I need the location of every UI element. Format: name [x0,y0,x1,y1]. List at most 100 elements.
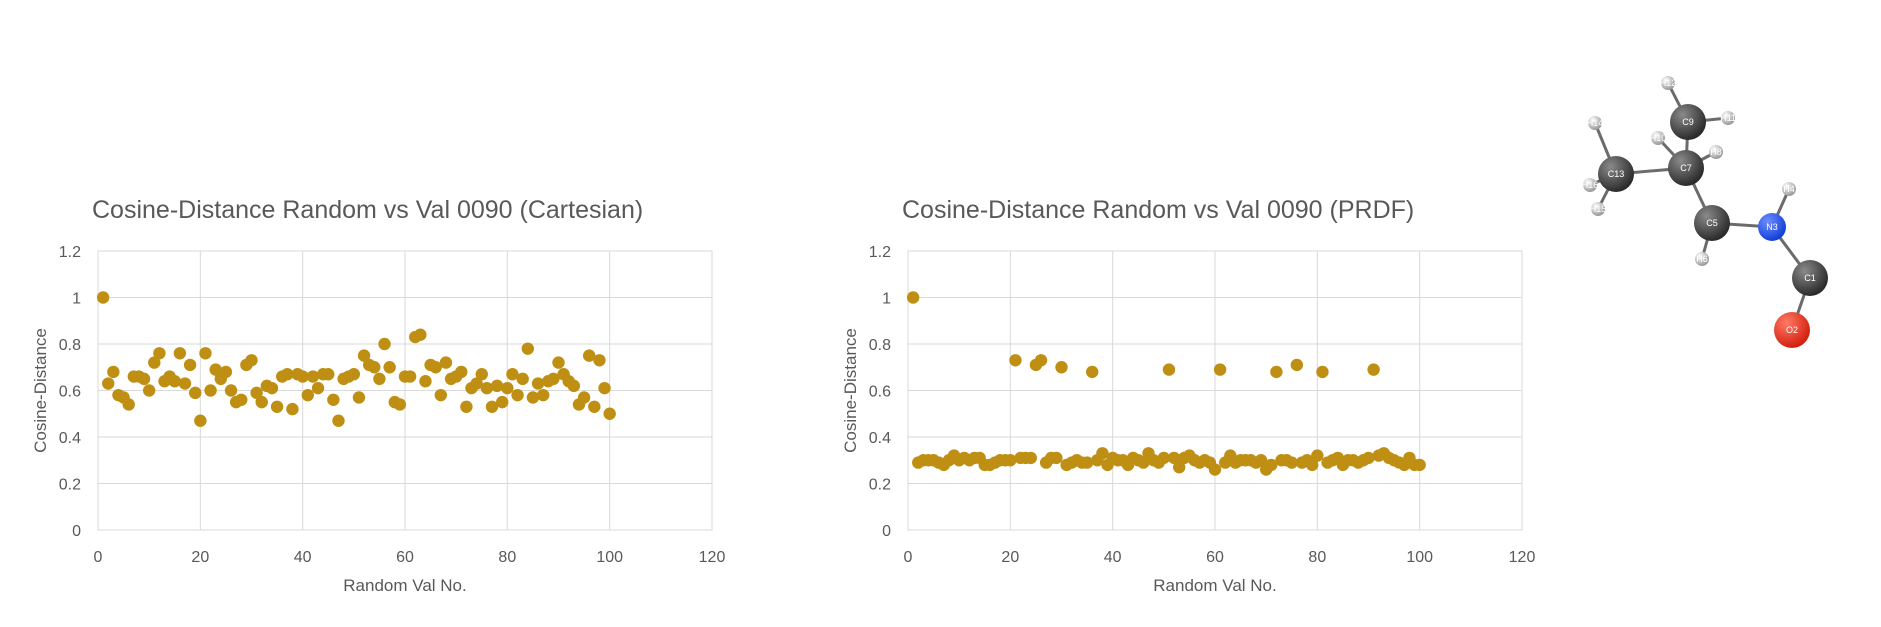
data-point [189,386,202,400]
atom-c5 [1694,205,1730,241]
atom-label: C1 [1804,273,1816,283]
y-tick-label: 1 [882,291,891,308]
data-point [352,391,366,404]
atom-c7 [1668,150,1704,186]
data-point [906,291,920,304]
data-point [511,388,524,402]
data-point [1316,365,1329,379]
atom-label: H12 [1660,78,1677,88]
y-tick-label: 0.4 [59,430,81,447]
molecule-svg: C13 C7 C9 C5 N3 C1 O2 H14 H16 H15 H12 H11 H10 H8 H6 H4 [1582,76,1828,348]
data-point [347,368,361,381]
x-tick-label: 40 [294,549,312,566]
atom-h15 [1591,202,1605,216]
data-point [327,393,340,406]
atom-label: O2 [1786,325,1798,335]
data-point [1004,454,1017,467]
x-tick-label: 60 [1206,549,1224,566]
atom-o2 [1774,312,1810,348]
atom-h6 [1695,252,1709,266]
data-point [1137,456,1150,469]
data-point [414,328,427,341]
data-point [204,384,217,397]
atom-h10 [1651,131,1665,145]
data-point [521,342,534,355]
data-point [419,375,432,388]
x-tick-label: 100 [1406,549,1433,566]
data-point [552,356,565,369]
data-point [153,347,166,360]
plot-area [907,250,1523,531]
data-point [219,365,233,379]
data-point [245,354,258,367]
data-point [460,400,473,413]
data-point [286,402,299,416]
data-point [1413,458,1426,472]
atom-c9 [1670,104,1706,140]
data-point [496,395,509,409]
data-point [168,375,181,388]
data-point [536,388,550,402]
y-axis-label: Cosine-Distance [31,328,50,453]
atom-label: H6 [1696,254,1708,264]
data-point [209,363,222,376]
data-point [1096,447,1109,460]
data-point [1162,363,1176,376]
y-tick-label: 0.2 [59,477,81,494]
data-point [142,384,156,397]
atom-label: C13 [1608,169,1625,179]
chart-cartesian: Cosine-Distance Random vs Val 0090 (Cart… [0,0,760,627]
y-tick-label: 0.2 [869,477,891,494]
y-tick-label: 0.8 [59,337,81,354]
y-axis-label: Cosine-Distance [841,328,860,453]
atom-h16 [1583,178,1597,192]
atom-h8 [1709,145,1723,159]
data-point [122,398,135,411]
y-tick-label: 0.6 [59,384,81,401]
data-point [1086,365,1099,379]
data-point [403,370,417,383]
data-point [383,361,396,374]
molecule-structure: C13 C7 C9 C5 N3 C1 O2 H14 H16 H15 H12 H11 H10 H8 H6 H4 [1570,60,1870,365]
data-point [501,381,514,395]
data-point [1055,361,1068,374]
data-point [224,384,238,397]
data-point [311,381,325,395]
data-point [194,414,207,427]
data-point [475,368,488,381]
y-tick-label: 1 [72,291,81,308]
atom-label: N3 [1766,222,1778,232]
chart-prdf: Cosine-Distance Random vs Val 0090 (PRDF… [810,0,1570,627]
data-point [270,400,284,413]
data-point [332,414,345,427]
data-point [1306,458,1319,472]
x-tick-label: 100 [596,549,623,566]
data-point [1285,456,1298,469]
data-point [96,291,110,304]
x-tick-label: 80 [1308,549,1326,566]
data-point [1362,451,1375,465]
x-tick-label: 80 [498,549,516,566]
atom-label: H16 [1582,180,1599,190]
data-point [1208,463,1222,476]
chart-prdf-svg: Cosine-Distance Random vs Val 0090 (PRDF… [841,196,1535,595]
data-point [434,388,448,402]
data-point [485,400,499,413]
data-point [1034,354,1048,367]
atom-c13 [1598,156,1634,192]
data-point [102,377,115,390]
data-point [1367,363,1380,376]
atom-h12 [1661,76,1675,90]
data-point [1050,451,1063,465]
data-point [1213,363,1227,376]
y-tick-label: 0 [882,523,891,540]
data-point [199,347,212,360]
atom-label: C5 [1706,218,1718,228]
data-point [281,368,294,381]
atom-label: H11 [1720,113,1736,123]
x-tick-label: 120 [699,549,726,566]
data-point [1009,354,1022,367]
data-point [378,337,391,351]
atom-label: H15 [1590,204,1607,214]
data-point [583,349,596,362]
